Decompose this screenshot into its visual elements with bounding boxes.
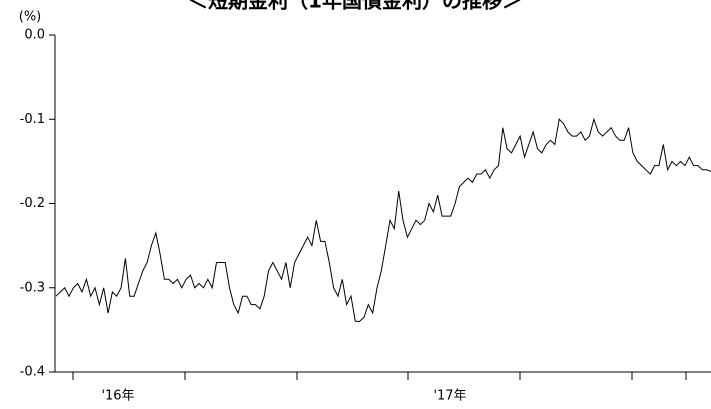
y-tick-label: -0.3 [20, 280, 45, 295]
line [55, 117, 711, 322]
x-label: '16年 [101, 389, 134, 404]
y-tick-label: -0.4 [20, 365, 45, 380]
y-tick-label: 0.0 [24, 28, 45, 43]
y-unit: (%) [19, 10, 42, 25]
x-label: '17年 [433, 389, 466, 404]
y-tick-label: -0.2 [20, 196, 45, 211]
chart-title: ＜短期金利（1年国債金利）の推移＞ [188, 0, 522, 13]
x-ticks [72, 372, 687, 380]
y-tick-label: -0.1 [20, 112, 45, 127]
